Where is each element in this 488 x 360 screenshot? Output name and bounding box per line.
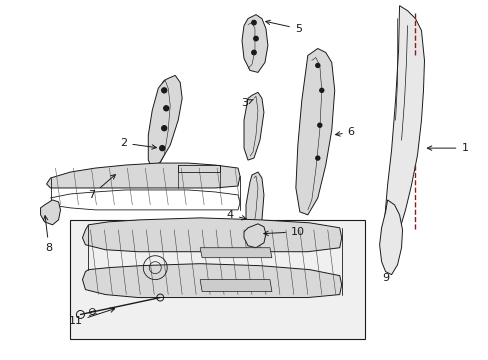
- Text: 11: 11: [68, 308, 115, 327]
- Text: 5: 5: [265, 20, 301, 33]
- Text: 1: 1: [427, 143, 468, 153]
- Polygon shape: [245, 172, 264, 240]
- Polygon shape: [242, 15, 267, 72]
- Circle shape: [253, 36, 258, 41]
- Text: 2: 2: [120, 138, 156, 149]
- Text: 6: 6: [335, 127, 354, 137]
- Polygon shape: [200, 248, 271, 258]
- Polygon shape: [41, 200, 61, 225]
- Polygon shape: [384, 6, 424, 248]
- Bar: [70, 220, 364, 339]
- Polygon shape: [148, 75, 182, 168]
- Circle shape: [163, 106, 168, 111]
- Polygon shape: [244, 92, 264, 160]
- Polygon shape: [82, 264, 341, 298]
- Polygon shape: [295, 49, 334, 215]
- Text: 7: 7: [88, 175, 115, 200]
- Circle shape: [162, 88, 166, 93]
- Circle shape: [315, 63, 319, 67]
- Text: 3: 3: [241, 98, 253, 108]
- Text: 8: 8: [43, 216, 52, 253]
- Circle shape: [251, 21, 256, 25]
- Polygon shape: [46, 163, 240, 188]
- Polygon shape: [244, 224, 265, 248]
- Circle shape: [160, 146, 164, 150]
- Text: 10: 10: [264, 227, 304, 237]
- Text: 4: 4: [226, 210, 246, 220]
- Circle shape: [317, 123, 321, 127]
- Polygon shape: [200, 280, 271, 292]
- Text: 9: 9: [382, 273, 389, 283]
- Circle shape: [162, 126, 166, 131]
- Polygon shape: [379, 200, 402, 275]
- Polygon shape: [82, 218, 341, 252]
- Circle shape: [319, 88, 323, 92]
- Circle shape: [315, 156, 319, 160]
- Circle shape: [251, 50, 256, 55]
